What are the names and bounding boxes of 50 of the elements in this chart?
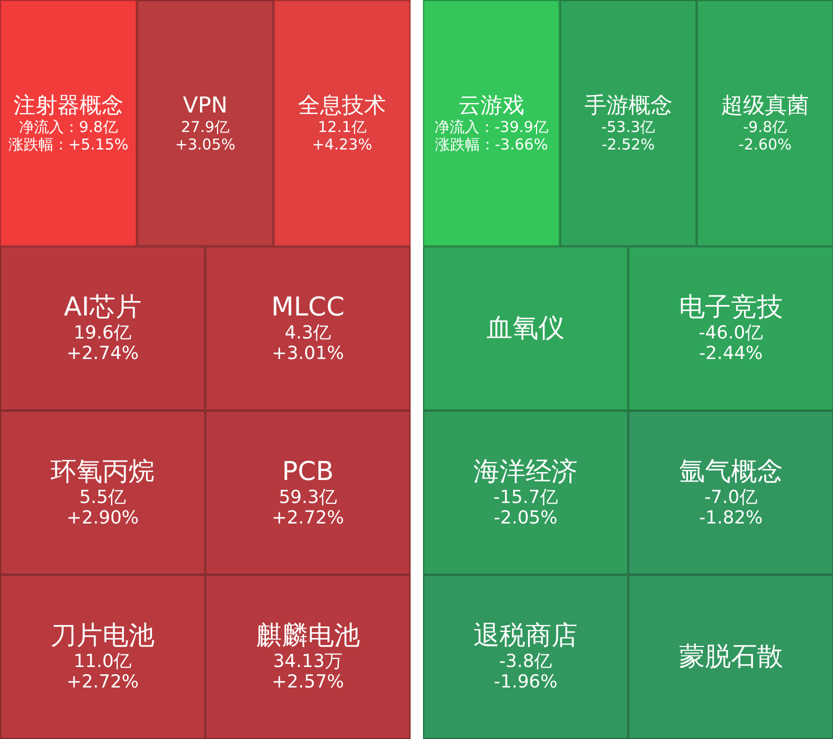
data-label: +2.90% — [66, 507, 139, 528]
data-label: +2.72% — [272, 507, 344, 528]
data-label: -2.60% — [738, 135, 792, 154]
data-label: 净流入：-39.9亿 — [434, 118, 548, 136]
data-label: 涨跌幅：-3.66% — [434, 135, 548, 154]
data-label: -9.8亿 — [742, 118, 787, 136]
category-label: 云游戏 — [458, 93, 524, 118]
category-label: 刀片电池 — [50, 621, 155, 652]
category-label: 环氧丙烷 — [50, 456, 155, 487]
category-label: 氩气概念 — [678, 456, 782, 487]
category-label: 退税商店 — [473, 621, 578, 652]
category-label: VPN — [182, 93, 228, 118]
data-label: +2.74% — [66, 343, 139, 364]
data-label: +2.57% — [272, 672, 344, 693]
data-label: -2.05% — [493, 507, 557, 528]
data-label: 34.13万 — [273, 650, 343, 672]
category-label: 全息技术 — [298, 93, 386, 118]
data-label: 净流入：9.8亿 — [18, 118, 118, 136]
data-label: 11.0亿 — [74, 650, 132, 672]
data-label: 59.3亿 — [278, 486, 337, 508]
category-label: 血氧仪 — [486, 313, 564, 344]
category-label: 电子竞技 — [678, 292, 782, 323]
data-label: 12.1亿 — [318, 118, 366, 136]
data-label: -2.52% — [601, 135, 654, 154]
data-label: 5.5亿 — [79, 486, 126, 508]
data-label: -1.96% — [493, 672, 557, 693]
data-label: -2.44% — [698, 343, 762, 364]
data-label: +3.05% — [175, 135, 236, 154]
data-label: +2.72% — [66, 672, 139, 693]
data-label: 4.3亿 — [284, 322, 332, 344]
data-label: 涨跌幅：+5.15% — [8, 135, 129, 154]
data-label: +4.23% — [312, 135, 372, 154]
data-label: -46.0亿 — [698, 322, 763, 344]
data-label: -53.3亿 — [600, 118, 655, 136]
category-label: 注射器概念 — [13, 93, 124, 118]
data-label: -3.8亿 — [498, 650, 552, 672]
category-label: AI芯片 — [64, 292, 142, 323]
category-label: 麒麟电池 — [256, 621, 360, 652]
data-label: 27.9亿 — [181, 118, 230, 136]
category-label: 海洋经济 — [473, 456, 578, 487]
category-label: 手游概念 — [584, 93, 672, 118]
data-label: 19.6亿 — [74, 322, 132, 344]
category-label: PCB — [282, 456, 334, 487]
data-label: -1.82% — [698, 507, 762, 528]
category-label: MLCC — [271, 292, 344, 323]
category-label: 超级真菌 — [720, 93, 809, 118]
data-label: +3.01% — [272, 343, 344, 364]
data-label: -7.0亿 — [704, 486, 757, 508]
data-label: -15.7亿 — [492, 486, 558, 508]
category-label: 蒙脱石散 — [678, 642, 782, 672]
